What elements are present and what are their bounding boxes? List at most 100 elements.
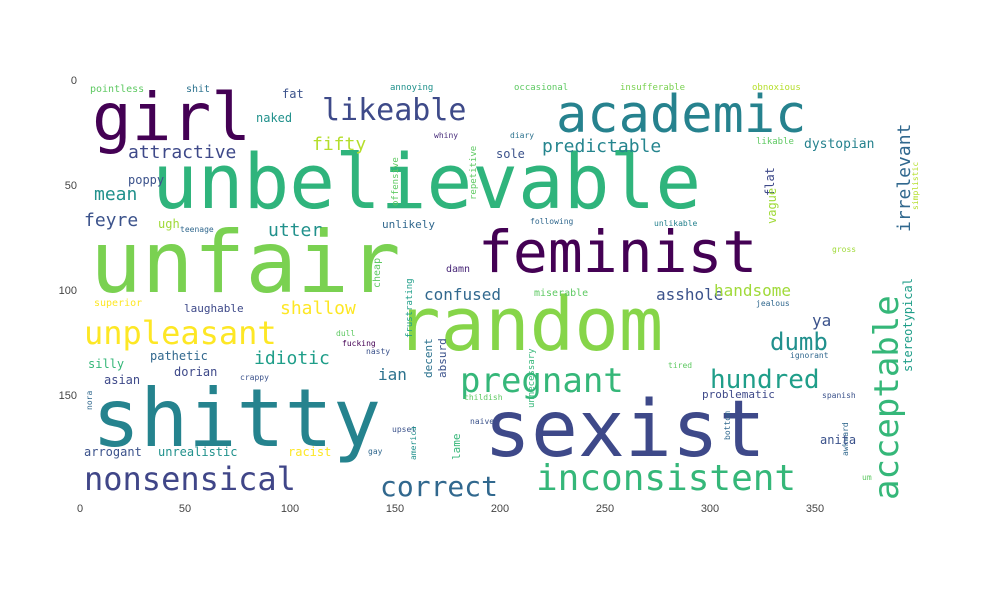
word-cloud-word: pathetic	[150, 349, 208, 363]
word-cloud-word: ian	[378, 365, 407, 384]
word-cloud-word: offensive	[391, 157, 401, 206]
word-cloud-word: unlikely	[382, 218, 435, 231]
word-cloud-word: predictable	[542, 136, 661, 157]
word-cloud-word: america	[409, 426, 418, 460]
word-cloud-word: feminist	[478, 218, 757, 286]
word-cloud-word: awkward	[841, 422, 850, 456]
word-cloud-word: shallow	[280, 298, 356, 319]
word-cloud-word: mean	[94, 184, 137, 205]
word-cloud-word: racist	[288, 445, 331, 459]
word-cloud-word: problematic	[702, 388, 775, 401]
word-cloud-word: nasty	[366, 347, 390, 356]
word-cloud-word: likable	[756, 137, 794, 147]
word-cloud-word: asshole	[656, 285, 723, 304]
word-cloud-word: unnecessary	[527, 348, 537, 408]
word-cloud-word: dorian	[174, 365, 217, 379]
word-cloud-word: damn	[446, 264, 470, 275]
word-cloud-word: likeable	[322, 93, 467, 128]
word-cloud-word: idiotic	[254, 348, 330, 369]
x-tick-label: 250	[596, 503, 614, 515]
word-cloud-word: gross	[832, 245, 856, 254]
word-cloud-word: random	[396, 282, 663, 368]
word-cloud-word: poppy	[128, 173, 164, 187]
word-cloud-word: inconsistent	[536, 458, 796, 499]
word-cloud-word: utter	[268, 220, 322, 241]
word-cloud-word: obnoxious	[752, 83, 801, 93]
word-cloud-word: repetitive	[469, 146, 479, 200]
word-cloud-word: diary	[510, 131, 534, 140]
word-cloud-word: ya	[812, 311, 831, 330]
y-tick-label: 50	[65, 180, 77, 192]
word-cloud-word: attractive	[128, 142, 236, 163]
word-cloud-word: hundred	[710, 365, 820, 395]
word-cloud-word: following	[530, 217, 574, 226]
x-tick-label: 300	[701, 503, 719, 515]
word-cloud-word: sexist	[484, 385, 766, 475]
y-axis-ticks: 0 50 100 150	[59, 75, 77, 402]
word-cloud-word: irrelevant	[894, 124, 915, 232]
word-cloud-word: feyre	[84, 210, 138, 231]
word-cloud-word: ignorant	[790, 351, 829, 360]
word-cloud-word: confused	[424, 285, 501, 304]
word-cloud-word: miserable	[534, 288, 588, 299]
word-cloud-word: unrealistic	[158, 445, 237, 459]
word-cloud-word: laughable	[184, 302, 244, 315]
word-cloud-word: superior	[94, 298, 142, 309]
word-cloud-word: shitty	[92, 372, 381, 465]
word-cloud-word: unfair	[90, 213, 401, 313]
word-cloud-word: um	[862, 473, 872, 482]
word-cloud-word: tired	[668, 361, 692, 370]
word-cloud-word: decent	[422, 338, 435, 378]
x-tick-label: 200	[491, 503, 509, 515]
word-cloud-word: unbelievable	[152, 137, 701, 226]
word-cloud-word: acceptable	[867, 295, 907, 500]
x-tick-label: 350	[806, 503, 824, 515]
x-tick-label: 0	[77, 503, 83, 515]
word-cloud-word: bottom	[723, 411, 732, 440]
word-cloud-word: fucking	[342, 339, 376, 348]
word-cloud-word: crappy	[240, 373, 269, 382]
word-cloud-word: absurd	[436, 338, 449, 378]
y-tick-label: 150	[59, 390, 77, 402]
y-tick-label: 100	[59, 285, 77, 297]
word-cloud-word: jealous	[756, 299, 790, 308]
word-cloud-word: vague	[765, 188, 779, 224]
word-cloud-word: anita	[820, 433, 856, 447]
word-cloud-word: pregnant	[460, 361, 624, 401]
word-cloud-word: whiny	[434, 131, 458, 140]
word-cloud-word: simplistic	[911, 162, 920, 210]
word-cloud-word: unpleasant	[84, 314, 277, 352]
word-cloud-word: ugh	[158, 217, 180, 231]
x-tick-label: 50	[179, 503, 191, 515]
word-cloud-word: asian	[104, 373, 140, 387]
word-cloud-word: pointless	[90, 84, 144, 95]
word-cloud-word: nonsensical	[84, 460, 296, 498]
word-cloud-word: gay	[368, 447, 383, 456]
word-cloud-word: silly	[88, 357, 124, 371]
word-cloud-word: academic	[556, 85, 806, 145]
word-cloud-word: dull	[336, 329, 355, 338]
word-cloud-word: flat	[763, 167, 777, 196]
word-cloud-word: childish	[464, 393, 503, 402]
x-tick-label: 150	[386, 503, 404, 515]
x-tick-label: 100	[281, 503, 299, 515]
word-cloud-word: fat	[282, 87, 304, 101]
y-tick-label: 0	[71, 75, 77, 87]
word-cloud-word: insufferable	[620, 83, 685, 93]
word-cloud-word: arrogant	[84, 445, 142, 459]
word-cloud-word: cheap	[372, 258, 383, 288]
word-cloud-word: spanish	[822, 391, 856, 400]
word-cloud-word: annoying	[390, 83, 433, 93]
word-cloud-word: unlikable	[654, 219, 698, 228]
word-cloud-word: dystopian	[804, 137, 874, 152]
word-cloud-word: occasional	[514, 83, 568, 93]
word-cloud-word: upset	[392, 425, 416, 434]
word-cloud-word: naked	[256, 111, 292, 125]
word-cloud-word: teenage	[180, 225, 214, 234]
word-cloud-word: dumb	[770, 328, 828, 356]
word-cloud-word: fifty	[312, 134, 366, 155]
word-cloud-word: sole	[496, 147, 525, 161]
word-cloud-word: shit	[186, 84, 210, 95]
